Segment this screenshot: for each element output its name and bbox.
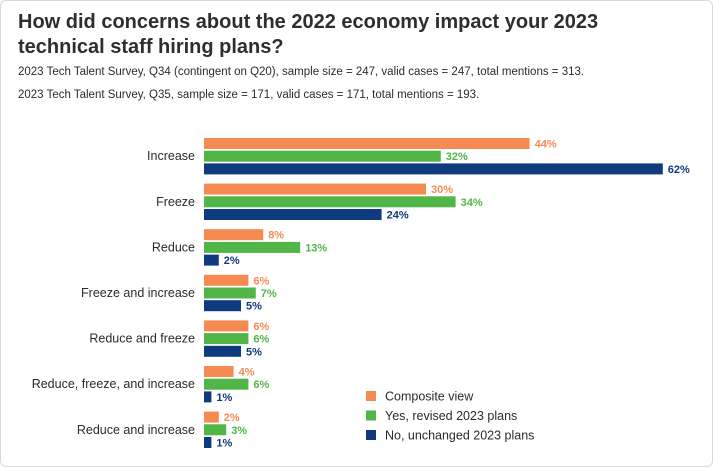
bar (204, 424, 227, 436)
bar (204, 320, 249, 332)
chart-subtitle-2: 2023 Tech Talent Survey, Q35, sample siz… (18, 89, 480, 101)
data-label: 62% (668, 164, 690, 176)
data-label: 5% (246, 301, 262, 313)
bar (204, 163, 663, 175)
chart-title: How did concerns about the 2022 economy … (18, 11, 599, 58)
bar (204, 241, 301, 253)
bar (204, 274, 249, 286)
category-label: Reduce (152, 240, 195, 254)
data-label: 6% (253, 379, 269, 391)
bar (204, 437, 212, 448)
bar (204, 196, 456, 208)
data-label: 1% (216, 392, 232, 404)
bar (204, 391, 212, 403)
category-label: Reduce and increase (77, 423, 195, 437)
data-label: 7% (261, 288, 277, 300)
bar (204, 366, 234, 377)
bar (204, 209, 382, 220)
data-label: 2% (224, 412, 240, 424)
data-label: 6% (253, 275, 269, 287)
data-label: 1% (216, 438, 232, 450)
bar (204, 229, 264, 241)
legend-swatch (366, 391, 376, 401)
data-label: 44% (535, 139, 557, 151)
data-label: 5% (246, 346, 262, 358)
bar (204, 138, 530, 149)
data-label: 24% (387, 210, 409, 222)
bar (204, 411, 219, 423)
data-label: 8% (268, 230, 284, 242)
data-label: 13% (305, 242, 327, 254)
chart-subtitle-1: 2023 Tech Talent Survey, Q34 (contingent… (18, 66, 585, 78)
data-label: 3% (231, 425, 247, 437)
bar (204, 150, 441, 162)
category-label: Freeze (156, 195, 195, 209)
bar (204, 300, 241, 312)
category-label: Reduce and freeze (89, 332, 195, 346)
legend-swatch (366, 410, 376, 421)
data-label: 6% (253, 334, 269, 346)
data-label: 6% (253, 321, 269, 333)
data-label: 30% (431, 184, 453, 196)
bar (204, 345, 241, 357)
data-label: 2% (224, 255, 240, 267)
data-label: 32% (446, 151, 468, 163)
data-label: 4% (239, 367, 255, 379)
legend-label: No, unchanged 2023 plans (385, 429, 534, 443)
legend-label: Yes, revised 2023 plans (385, 409, 517, 423)
bar (204, 333, 249, 345)
category-label: Reduce, freeze, and increase (32, 377, 195, 391)
bar (204, 378, 249, 390)
legend-label: Composite view (385, 390, 474, 404)
category-label: Freeze and increase (81, 286, 195, 300)
bar (204, 254, 219, 266)
category-label: Increase (147, 149, 195, 163)
bar (204, 183, 426, 195)
bar (204, 287, 256, 299)
legend-swatch (366, 430, 376, 440)
data-label: 34% (461, 197, 483, 209)
